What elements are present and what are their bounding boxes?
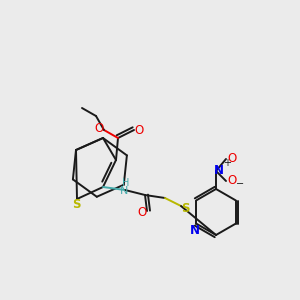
Text: N: N xyxy=(120,186,128,196)
Text: O: O xyxy=(94,122,103,136)
Text: H: H xyxy=(122,178,130,188)
Text: S: S xyxy=(181,202,189,214)
Text: N: N xyxy=(214,164,224,176)
Text: O: O xyxy=(134,124,144,136)
Text: O: O xyxy=(137,206,147,218)
Text: S: S xyxy=(72,197,80,211)
Text: N: N xyxy=(190,224,200,237)
Text: O: O xyxy=(227,175,237,188)
Text: −: − xyxy=(236,179,244,189)
Text: +: + xyxy=(223,158,231,168)
Text: O: O xyxy=(227,152,237,164)
